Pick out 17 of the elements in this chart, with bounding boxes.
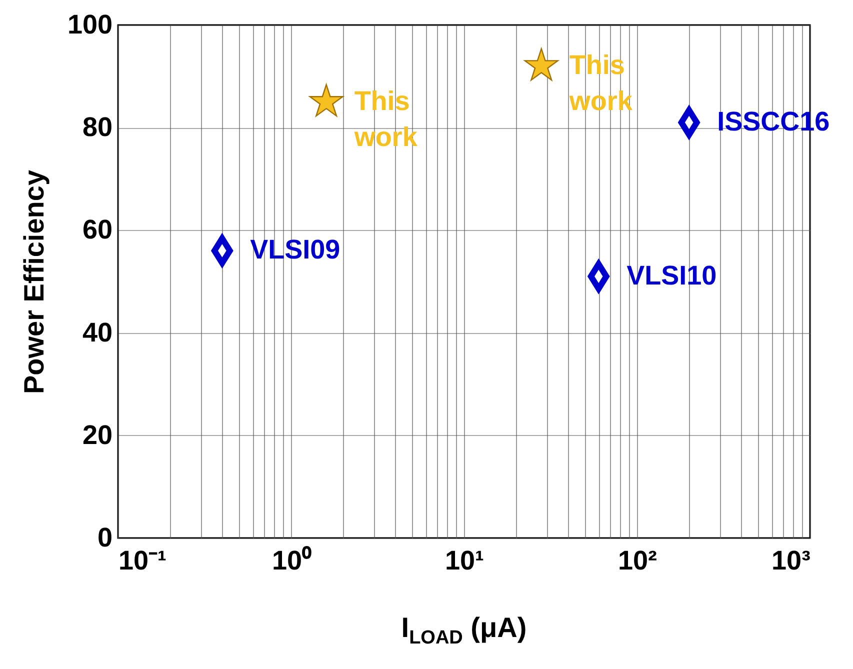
y-tick-label: 20 (82, 420, 112, 450)
annotation: VLSI09 (250, 234, 340, 265)
annotation: This work (568, 50, 634, 116)
y-tick-label: 0 (97, 522, 112, 552)
x-tick-label: 10¹ (444, 546, 484, 576)
x-tick-label: 10³ (771, 546, 810, 576)
y-tick-label: 40 (82, 317, 112, 348)
x-tick-label: 10⁰ (272, 546, 312, 576)
annotation: This work (353, 86, 418, 152)
y-tick-label: 60 (82, 214, 112, 245)
annotation: VLSI10 (626, 260, 717, 290)
y-tick-label: 100 (67, 10, 112, 40)
y-tick-label: 80 (82, 112, 112, 142)
x-tick-label: 10² (618, 546, 658, 576)
x-tick-label: 10⁻¹ (118, 546, 167, 576)
y-axis-title: Power Efficiency (18, 170, 50, 394)
x-axis-title: I$_{LOAD}$ (μA) (400, 612, 528, 650)
